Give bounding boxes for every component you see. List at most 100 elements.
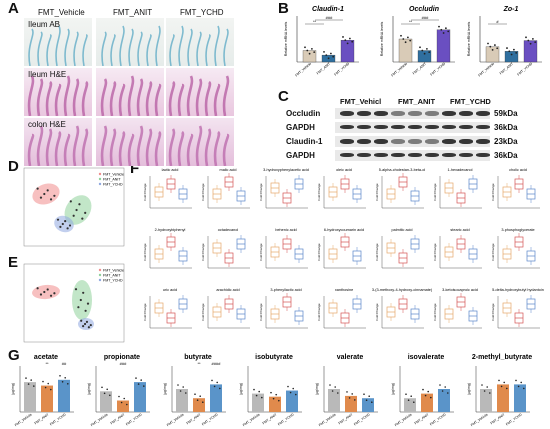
data-point (422, 388, 424, 391)
data-point (486, 386, 489, 388)
metabolite-boxplot: malic acid Fold Change (201, 168, 250, 209)
blot-band (408, 125, 422, 129)
data-point (199, 395, 201, 397)
bar (134, 382, 146, 412)
bar (24, 382, 36, 412)
metabolite-boxplot: 1-hexadecanol Fold Change (433, 168, 482, 209)
data-point (368, 395, 371, 397)
category-label: FMT_ANIT (316, 62, 331, 76)
villus-stroke (205, 34, 211, 66)
data-point (534, 41, 537, 44)
data-point (140, 379, 142, 381)
panel-letter-f: F (130, 160, 140, 177)
metabolite-name: 3-phosphoglycerate (501, 228, 534, 232)
data-point (137, 383, 140, 385)
villus-stroke (195, 125, 203, 166)
metabolite-name: malic acid (220, 168, 237, 172)
data-point (444, 386, 447, 388)
data-point (325, 54, 328, 56)
villus-stroke (177, 130, 185, 166)
data-point (272, 397, 275, 400)
sample-point (53, 292, 56, 295)
mrna-chart: Claudin-1 Relative mRNA levels FMT_Vehicle… (284, 6, 359, 77)
villus-stroke (54, 83, 62, 116)
metabolite-boxplot: octadecanol Fold Change (201, 228, 250, 269)
blot-size-label: 36kDa (494, 151, 518, 160)
sample-point (69, 200, 72, 203)
category-label: FMT_Vehicle (166, 412, 185, 427)
metabolite-boxplot: 3-ketoisocaproic acid Fold Change (433, 288, 482, 329)
metabolite-boxplot: oleic acid Fold Change (317, 168, 366, 209)
data-point (61, 381, 64, 383)
group-ellipse (54, 215, 74, 233)
data-point (50, 388, 52, 391)
villus-stroke (45, 128, 53, 166)
blot-band (391, 139, 405, 144)
data-point (407, 36, 409, 39)
category-label: FMT_Vehicle (318, 412, 337, 427)
blot-band (391, 111, 405, 116)
data-point (365, 399, 368, 401)
category-label: FMT_ANIT (412, 62, 427, 76)
data-point (109, 394, 111, 397)
bar (210, 384, 222, 412)
chart-title: acetate (34, 354, 58, 361)
panel-letter-d: D (8, 158, 19, 175)
category-label: FMT_YCHD (125, 412, 143, 426)
sample-point (72, 214, 75, 217)
y-axis-label: Fold Change (143, 243, 147, 261)
histology-tile: Ileum AB (24, 18, 92, 66)
villus-stroke (45, 80, 53, 116)
blot-band (357, 153, 371, 157)
data-point (327, 57, 330, 60)
blot-band (459, 139, 473, 144)
data-point (196, 399, 199, 401)
category-label: FMT_YCHD (277, 412, 295, 426)
metabolite-name: 2-hydroxybiphenyl (155, 228, 186, 232)
y-axis-label: Fold Change (433, 243, 437, 261)
villus-stroke (72, 125, 80, 166)
sample-point (46, 288, 49, 291)
legend-entry: FMT_YCHD (103, 279, 123, 283)
villus-stroke (186, 75, 194, 116)
bar (421, 393, 433, 412)
villus-stroke (204, 80, 212, 116)
data-point (409, 39, 412, 42)
y-axis-label: Fold Change (491, 183, 495, 201)
data-point (311, 48, 313, 50)
histology-tile (96, 68, 164, 116)
metabolite-name: 5-delta-hydroxybutyl hydantoin (492, 288, 544, 292)
significance-label: ** (313, 19, 317, 24)
metabolite-boxplot: palmitic acid Fold Change (375, 228, 424, 269)
significance-label: ** (409, 19, 413, 24)
category-label: FMT_YCHD (505, 412, 523, 426)
chart-title: isovalerate (408, 354, 445, 361)
category-label: FMT_ANIT (262, 413, 278, 426)
villus-stroke (82, 34, 88, 66)
chart-title: valerate (337, 354, 364, 361)
metabolite-boxplots: lactic acid Fold Change malic acid Fold Cha… (143, 168, 544, 329)
tissue-texture (169, 25, 229, 66)
mrna-bar-charts: Claudin-1 Relative mRNA levels FMT_Vehicle… (284, 6, 542, 77)
data-point (253, 388, 255, 391)
blot-band (442, 111, 456, 116)
panel-letter-b: B (278, 0, 289, 17)
blot-band (425, 153, 439, 157)
data-point (101, 386, 103, 389)
panel-letter-e: E (8, 254, 19, 271)
legend-swatch (98, 268, 102, 272)
category-label: FMT_YCHD (201, 412, 219, 426)
chart-title: 2-methyl_butyrate (472, 354, 532, 361)
villus-stroke (136, 78, 144, 116)
data-point (126, 403, 128, 406)
data-point (489, 45, 492, 48)
category-label: FMT_ANIT (34, 413, 50, 426)
data-point (304, 46, 306, 49)
data-point (354, 399, 356, 401)
category-label: FMT_ANIT (338, 413, 354, 426)
sample-point (86, 302, 90, 305)
villus-stroke (178, 25, 184, 66)
data-point (440, 28, 443, 31)
y-axis-label: Fold Change (201, 303, 205, 321)
sample-point (85, 320, 89, 323)
